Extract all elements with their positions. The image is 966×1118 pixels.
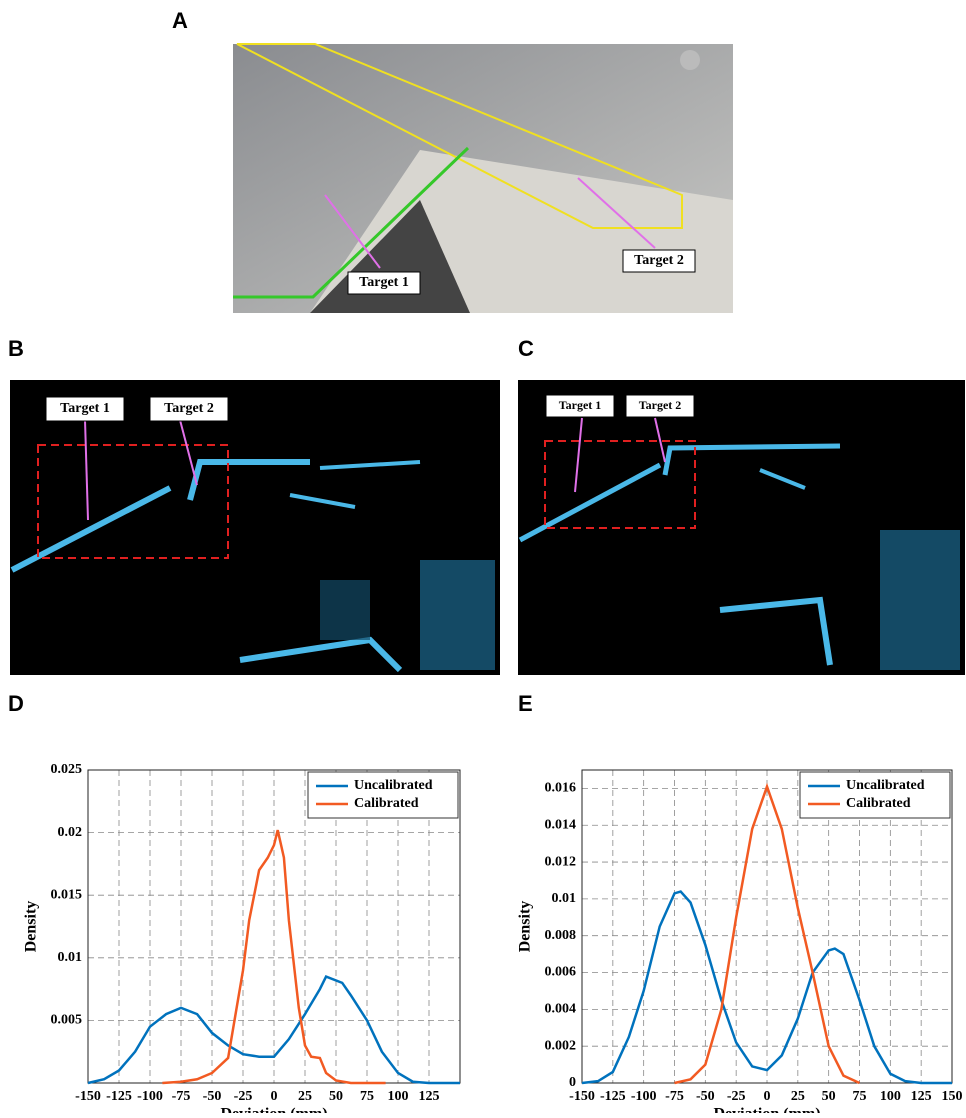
- x-tick-label: -100: [631, 1089, 657, 1104]
- y-axis-label: Density: [517, 901, 534, 953]
- x-tick-label: 50: [822, 1089, 836, 1104]
- legend-label: Calibrated: [846, 796, 911, 811]
- x-tick-label: -100: [137, 1089, 163, 1104]
- y-tick-label: 0.025: [51, 762, 83, 777]
- annotation: Target 2: [639, 398, 682, 412]
- y-tick-label: 0.004: [545, 1002, 577, 1017]
- x-tick-label: -50: [203, 1089, 222, 1104]
- x-tick-label: -150: [75, 1089, 101, 1104]
- x-tick-label: 100: [880, 1089, 901, 1104]
- y-tick-label: 0.002: [545, 1038, 577, 1053]
- legend-label: Uncalibrated: [354, 778, 433, 793]
- panel-label: B: [8, 336, 24, 361]
- x-tick-label: -50: [696, 1089, 715, 1104]
- y-tick-label: 0.005: [51, 1013, 83, 1028]
- y-tick-label: 0.016: [545, 781, 577, 796]
- x-axis-label: Deviation (mm): [713, 1106, 820, 1113]
- x-tick-label: -25: [234, 1089, 253, 1104]
- x-tick-label: 125: [419, 1089, 440, 1104]
- x-tick-label: -75: [665, 1089, 684, 1104]
- x-tick-label: 75: [853, 1089, 867, 1104]
- y-tick-label: 0.012: [545, 854, 577, 869]
- y-tick-label: 0: [569, 1075, 576, 1090]
- y-tick-label: 0.006: [545, 965, 577, 980]
- x-tick-label: -150: [569, 1089, 595, 1104]
- x-tick-label: -125: [106, 1089, 132, 1104]
- y-tick-label: 0.015: [51, 887, 83, 902]
- x-axis-label: Deviation (mm): [220, 1106, 327, 1113]
- y-tick-label: 0.01: [552, 891, 577, 906]
- annotation: Target 1: [559, 398, 602, 412]
- x-tick-label: 100: [388, 1089, 409, 1104]
- x-tick-label: 125: [911, 1089, 932, 1104]
- annotation: Target 1: [359, 275, 409, 290]
- x-tick-label: -25: [727, 1089, 746, 1104]
- y-tick-label: 0.014: [545, 817, 577, 832]
- x-tick-label: -75: [172, 1089, 191, 1104]
- x-tick-label: 25: [298, 1089, 312, 1104]
- panel-label: E: [518, 691, 533, 716]
- y-tick-label: 0.008: [545, 928, 577, 943]
- x-tick-label: -125: [600, 1089, 626, 1104]
- point-cloud: [10, 380, 500, 675]
- panel-label: A: [172, 8, 188, 33]
- panel-label: C: [518, 336, 534, 361]
- x-tick-label: 150: [942, 1089, 963, 1104]
- x-tick-label: 0: [271, 1089, 278, 1104]
- annotation: Target 2: [164, 401, 214, 416]
- x-tick-label: 0: [764, 1089, 771, 1104]
- legend-label: Uncalibrated: [846, 778, 925, 793]
- photo: [233, 44, 733, 313]
- y-axis-label: Density: [23, 901, 40, 953]
- x-tick-label: 25: [791, 1089, 805, 1104]
- y-tick-label: 0.02: [58, 825, 83, 840]
- figure: A Target 1 Target 2 B Target 1 Target 2 …: [0, 0, 966, 1113]
- legend-label: Calibrated: [354, 796, 419, 811]
- point-cloud: [518, 380, 965, 675]
- annotation: Target 2: [634, 253, 684, 268]
- x-tick-label: 50: [329, 1089, 343, 1104]
- panel-label: D: [8, 691, 24, 716]
- x-tick-label: 75: [360, 1089, 374, 1104]
- y-tick-label: 0.01: [58, 950, 83, 965]
- annotation: Target 1: [60, 401, 110, 416]
